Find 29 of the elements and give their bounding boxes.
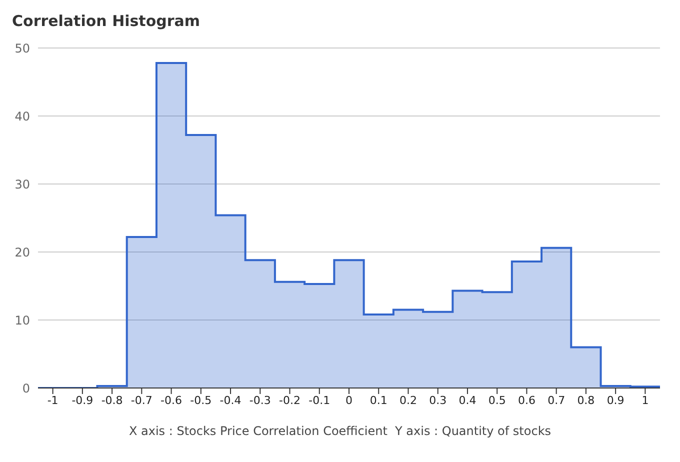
x-tick-label: 0.3 — [429, 394, 447, 407]
x-tick-label: -0.6 — [160, 394, 182, 407]
x-tick-label: -0.4 — [220, 394, 242, 407]
x-tick-label: 0.8 — [577, 394, 595, 407]
x-tick-label: 0.7 — [548, 394, 566, 407]
x-tick-label: -0.5 — [190, 394, 212, 407]
x-tick-label: -0.1 — [308, 394, 330, 407]
x-tick-label: 0.5 — [488, 394, 506, 407]
x-tick-label: -1 — [47, 394, 58, 407]
x-tick-label: 1 — [642, 394, 649, 407]
x-tick-label: 0.2 — [399, 394, 417, 407]
x-tick-label: -0.7 — [130, 394, 152, 407]
y-tick-label: 30 — [14, 177, 30, 192]
chart-title: Correlation Histogram — [11, 11, 202, 32]
x-tick-label: 0.4 — [458, 394, 476, 407]
x-axis-title: X axis : Stocks Price Correlation Coefficient Y axis : Quantity of stocks — [128, 424, 552, 438]
x-tick-label: -0.3 — [249, 394, 271, 407]
y-tick-label: 10 — [14, 313, 30, 328]
x-tick-label: -0.8 — [101, 394, 123, 407]
x-tick-label: 0.6 — [518, 394, 536, 407]
x-tick-label: -0.2 — [279, 394, 300, 407]
x-tick-label: 0.9 — [606, 394, 624, 407]
y-tick-label: 20 — [14, 245, 30, 260]
x-tick-label: 0 — [346, 394, 352, 407]
y-tick-label: 50 — [14, 41, 30, 56]
x-tick-label: 0.1 — [370, 394, 388, 407]
y-tick-label: 0 — [22, 381, 30, 396]
y-tick-label: 40 — [14, 109, 30, 124]
x-tick-label: -0.9 — [72, 394, 94, 407]
